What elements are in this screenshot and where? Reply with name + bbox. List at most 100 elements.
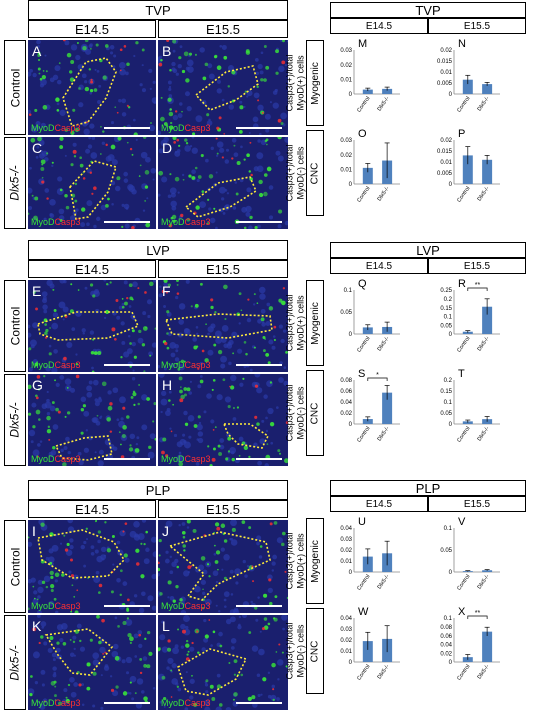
bar-chart-n: N 0 0.005 0.01 0.015 0.02 Control Dlx5-/- bbox=[432, 38, 504, 124]
y-tick-label: 0 bbox=[349, 570, 353, 576]
bar-chart-svg: 0 0.01 0.02 0.03 0.04 Control Dlx5-/- bbox=[340, 526, 400, 592]
x-tick-label: Dlx5-/- bbox=[477, 664, 491, 681]
stain-green-label: MyoD bbox=[31, 123, 55, 133]
y-axis-label: Casp3(+)/total MyoD(-) cells bbox=[284, 370, 306, 456]
micrograph-panel: J MyoDCasp3 bbox=[158, 520, 288, 613]
y-tick-label: 0.02 bbox=[340, 548, 352, 554]
y-axis-label: Casp3(+)/total MyoD(-) cells bbox=[284, 130, 306, 216]
bar bbox=[382, 88, 393, 94]
group-label: Myogenic bbox=[306, 518, 324, 604]
y-tick-label: 0.02 bbox=[340, 63, 352, 69]
chart-panel-label: T bbox=[458, 368, 465, 380]
micrograph-image bbox=[158, 280, 288, 372]
bar-chart-svg: 0 0.05 0.1 0.15 0.2 Control Dlx5-/- bbox=[440, 378, 500, 444]
micrograph-image bbox=[158, 615, 288, 710]
micrograph-image bbox=[28, 280, 156, 372]
chart-panel-label: S bbox=[358, 368, 366, 380]
panel-label: J bbox=[162, 523, 169, 539]
y-tick-label: 0.01 bbox=[440, 160, 452, 166]
muscle-outline bbox=[164, 313, 273, 339]
stain-red-label: Casp3 bbox=[54, 123, 81, 133]
stain-red-label: Casp3 bbox=[54, 217, 81, 227]
muscle-outline bbox=[222, 423, 270, 449]
y-tick-label: 0.02 bbox=[440, 48, 452, 54]
x-tick-label: Control bbox=[456, 186, 471, 204]
scale-bar bbox=[104, 605, 150, 607]
y-axis-label-line: MyoD(-) cells bbox=[295, 386, 305, 440]
micrograph-image bbox=[28, 520, 156, 613]
micrograph-panel: C MyoDCasp3 bbox=[28, 137, 156, 229]
stain-red-label: Casp3 bbox=[54, 454, 81, 464]
tissue-background bbox=[28, 137, 156, 229]
bar bbox=[362, 89, 373, 94]
x-tick-label: Dlx5-/- bbox=[377, 186, 391, 203]
y-tick-label: 0.05 bbox=[440, 411, 452, 417]
bar-chart-svg: 0 0.005 0.01 0.015 0.02 Control Dlx5-/- bbox=[437, 48, 500, 114]
bar-chart-svg: 0 0.005 0.01 0.015 0.02 Control Dlx5-/- bbox=[437, 138, 500, 204]
bar bbox=[462, 155, 473, 184]
y-tick-label: 0 bbox=[449, 332, 453, 338]
panel-label: D bbox=[162, 140, 173, 156]
bar bbox=[362, 167, 373, 184]
chart-section-title: LVP bbox=[330, 242, 526, 258]
y-axis-label-line: Casp3(+)/total bbox=[284, 532, 294, 590]
group-label-text: Myogenic bbox=[309, 61, 321, 105]
y-tick-label: 0.015 bbox=[437, 59, 453, 65]
y-tick-label: 0.015 bbox=[437, 149, 453, 155]
x-tick-label: Dlx5-/- bbox=[377, 426, 391, 443]
y-axis-label-line: MyoD(-) cells bbox=[295, 624, 305, 678]
x-tick-label: Dlx5-/- bbox=[477, 574, 491, 591]
scale-bar bbox=[104, 221, 150, 223]
group-label: CNC bbox=[306, 608, 324, 694]
stain-green-label: MyoD bbox=[161, 217, 185, 227]
y-tick-label: 0.02 bbox=[340, 153, 352, 159]
x-tick-label: Control bbox=[456, 574, 471, 592]
micrograph-image bbox=[158, 40, 288, 135]
stain-legend: MyoDCasp3 bbox=[161, 698, 211, 708]
col-label-1: E15.5 bbox=[158, 500, 288, 518]
y-axis-label: Casp3(+)/total MyoD(-) cells bbox=[284, 608, 306, 694]
group-label-text: CNC bbox=[309, 162, 321, 184]
y-tick-label: 0 bbox=[449, 422, 453, 428]
row-label-text: Dlx5-/- bbox=[8, 644, 22, 681]
stain-legend: MyoDCasp3 bbox=[161, 454, 211, 464]
stain-legend: MyoDCasp3 bbox=[161, 123, 211, 133]
bar bbox=[482, 84, 493, 94]
micrograph-panel: L MyoDCasp3 bbox=[158, 615, 288, 710]
group-label: CNC bbox=[306, 370, 324, 456]
stain-legend: MyoDCasp3 bbox=[161, 360, 211, 370]
bar-chart-svg: 0 0.05 0.1 Control Dlx5-/- bbox=[340, 288, 400, 354]
group-label: Myogenic bbox=[306, 280, 324, 366]
y-tick-label: 0.03 bbox=[340, 627, 352, 633]
bar-chart-svg: 0 0.05 0.1 Control Dlx5-/- bbox=[440, 526, 500, 592]
row-label-0: Control bbox=[4, 40, 26, 135]
row-label-text: Dlx5-/- bbox=[8, 165, 22, 201]
tissue-background bbox=[158, 520, 288, 613]
chart-col-label: E14.5 bbox=[330, 258, 428, 274]
bar bbox=[482, 570, 493, 572]
y-axis-label-text: Casp3(+)/total MyoD(+) cells bbox=[284, 295, 306, 352]
y-tick-label: 0.01 bbox=[340, 559, 352, 565]
micrograph-image bbox=[28, 40, 156, 135]
stain-green-label: MyoD bbox=[31, 360, 55, 370]
significance-bracket bbox=[467, 287, 488, 291]
y-axis-label-line: MyoD(+) cells bbox=[295, 533, 305, 589]
y-axis-label-text: Casp3(+)/total MyoD(-) cells bbox=[284, 385, 306, 442]
micrograph-panel: F MyoDCasp3 bbox=[158, 280, 288, 372]
chart-panel-label: W bbox=[358, 606, 369, 618]
y-tick-label: 0.2 bbox=[444, 378, 453, 384]
bar bbox=[482, 631, 493, 662]
chart-section-title: TVP bbox=[330, 2, 526, 18]
y-tick-label: 0.05 bbox=[440, 323, 452, 329]
bar-chart-r: R 0 0.05 0.1 0.15 0.2 0.25 Control Dlx5-/- ** bbox=[432, 278, 504, 364]
stain-legend: MyoDCasp3 bbox=[161, 217, 211, 227]
group-label-text: CNC bbox=[309, 640, 321, 662]
bar bbox=[462, 331, 473, 334]
scale-bar bbox=[236, 702, 282, 704]
col-label-0: E14.5 bbox=[28, 20, 156, 38]
row-label-0: Control bbox=[4, 520, 26, 613]
tissue-background bbox=[158, 615, 288, 710]
micrograph-image bbox=[28, 615, 156, 710]
significance-bracket bbox=[467, 615, 488, 619]
chart-panel-label: N bbox=[458, 38, 466, 50]
